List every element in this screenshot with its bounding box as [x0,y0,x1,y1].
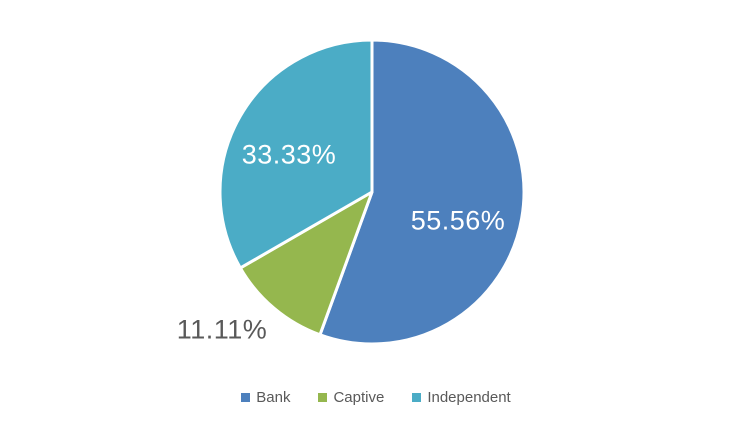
pie-slice-captive [238,190,374,337]
legend-item-independent: Independent [412,389,511,406]
data-label-bank: 55.56% [410,205,506,236]
legend-item-captive: Captive [318,390,384,405]
legend-swatch [241,393,251,402]
legend-label-independent: Independent [427,389,511,406]
legend-label-bank: Bank [256,389,291,406]
legend-label-captive: Captive [333,389,385,406]
data-label-captive: 11.11% [176,314,268,345]
pie-slice-bank [318,38,526,346]
legend: Bank Captive Independent [0,390,752,405]
legend-swatch [318,393,328,402]
data-label-independent: 33.33% [241,139,337,170]
legend-swatch [412,393,422,402]
pie-slice-independent [218,38,374,270]
legend-item-bank: Bank [241,390,290,405]
